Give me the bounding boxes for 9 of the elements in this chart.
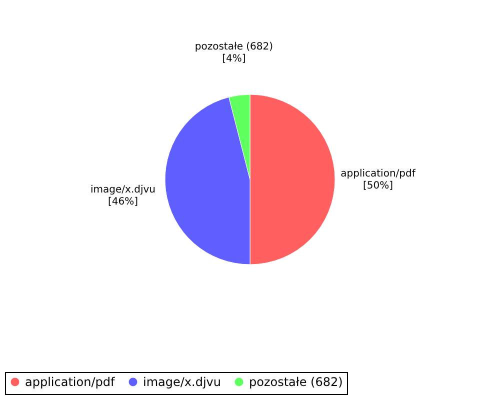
data-label: [4%]: [222, 54, 246, 65]
legend-label: application/pdf: [25, 375, 116, 389]
legend-label: pozostałe (682): [249, 375, 343, 389]
slice-label: image/x.djvu: [90, 184, 156, 196]
legend-label: image/x.djvu: [143, 375, 221, 389]
data-label: [46%]: [108, 196, 138, 208]
slice-label: application/pdf: [340, 168, 416, 180]
data-label: [50%]: [362, 180, 394, 192]
slice-label: pozostałe (682): [194, 42, 274, 53]
